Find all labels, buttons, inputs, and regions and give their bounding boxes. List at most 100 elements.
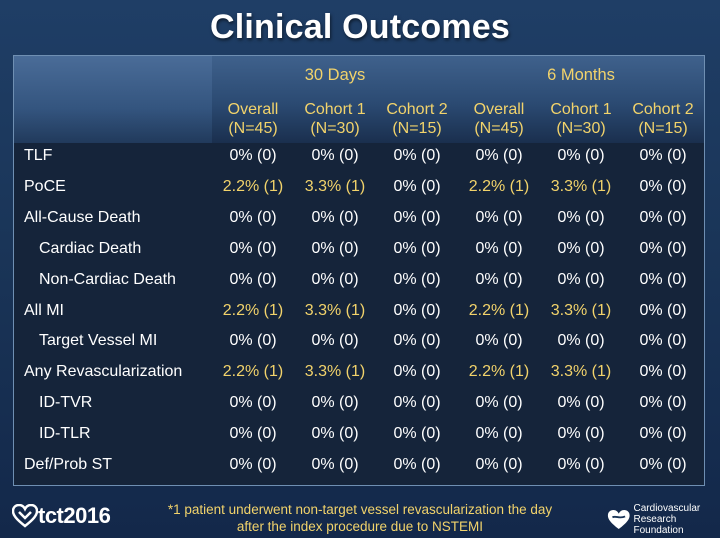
table-cell: 0% (0): [639, 456, 687, 473]
column-header-line-2: (N=15): [638, 120, 688, 137]
column-header-line-2: (N=30): [556, 120, 606, 137]
table-cell: 0% (0): [475, 147, 523, 164]
tct-heart-icon: [12, 504, 38, 528]
tct-logo-text: tct2016: [38, 503, 111, 528]
column-header: Overall (N=45): [212, 100, 294, 138]
table-cell: 3.3% (1): [304, 301, 366, 319]
row-label: ID-TLR: [39, 425, 91, 443]
table-cell: 2.2% (1): [222, 177, 284, 195]
table-row: PoCE 2.2% (1) 3.3% (1) 0% (0) 2.2% (1) 3.3% (…: [14, 175, 704, 206]
table-cell: 0% (0): [393, 363, 441, 381]
table-row: ID-TLR 0% (0) 0% (0) 0% (0) 0% (0) 0% (0) 0% (…: [14, 422, 704, 453]
column-header-line-1: Cohort 1: [304, 101, 366, 118]
table-cell: 0% (0): [639, 363, 687, 381]
table-cell: 0% (0): [229, 270, 277, 288]
outcomes-table: 30 Days 6 Months Overall (N=45) Cohort 1 (N…: [13, 55, 705, 486]
table-cell: 0% (0): [639, 394, 687, 412]
table-cell: 2.2% (1): [222, 363, 284, 381]
row-label: TLF: [24, 147, 53, 164]
table-cell: 2.2% (1): [468, 363, 530, 381]
crf-heart-icon: [607, 509, 630, 529]
table-cell: 0% (0): [639, 301, 687, 319]
row-label: PoCE: [24, 177, 66, 195]
table-cell: 0% (0): [475, 208, 523, 226]
table-cell: 3.3% (1): [304, 363, 366, 381]
table-cell: 0% (0): [557, 332, 605, 350]
table-cell: 0% (0): [557, 239, 605, 257]
page-title: Clinical Outcomes: [209, 8, 511, 46]
footnote: *1 patient underwent non-target vessel r…: [150, 501, 570, 535]
tct-logo: tct2016: [12, 503, 111, 529]
group-header-6-months: 6 Months: [547, 66, 615, 84]
table-cell: 0% (0): [311, 394, 359, 412]
table-cell: 2.2% (1): [468, 301, 530, 319]
table-row: TLF 0% (0) 0% (0) 0% (0) 0% (0) 0% (0) 0% (0): [14, 144, 704, 175]
table-cell: 0% (0): [311, 270, 359, 288]
table-cell: 0% (0): [229, 456, 277, 473]
column-header-line-1: Overall: [473, 101, 525, 118]
table-cell: 0% (0): [475, 425, 523, 443]
table-cell: 0% (0): [475, 239, 523, 257]
group-header-30-days: 30 Days: [304, 66, 366, 84]
footnote-line-2: after the index procedure due to NSTEMI: [236, 519, 484, 534]
table-cell: 0% (0): [393, 177, 441, 195]
table-row: Non-Cardiac Death 0% (0) 0% (0) 0% (0) 0% (0…: [14, 268, 704, 299]
table-cell: 0% (0): [229, 239, 277, 257]
crf-logo-line-2: Research Foundation: [633, 514, 684, 536]
table-cell: 0% (0): [639, 270, 687, 288]
row-label: Non-Cardiac Death: [39, 270, 176, 288]
table-row: Cardiac Death 0% (0) 0% (0) 0% (0) 0% (0) 0% …: [14, 237, 704, 268]
table-cell: 3.3% (1): [550, 363, 612, 381]
column-header-line-1: Cohort 2: [632, 101, 694, 118]
table-cell: 0% (0): [639, 332, 687, 350]
table-cell: 0% (0): [557, 208, 605, 226]
table-cell: 0% (0): [557, 456, 605, 473]
row-label: ID-TVR: [39, 394, 93, 412]
table-cell: 0% (0): [311, 208, 359, 226]
table-cell: 0% (0): [639, 239, 687, 257]
table-cell: 2.2% (1): [222, 301, 284, 319]
column-header-line-2: (N=30): [310, 120, 360, 137]
table-cell: 3.3% (1): [550, 301, 612, 319]
table-cell: 0% (0): [311, 332, 359, 350]
table-cell: 0% (0): [229, 208, 277, 226]
table-cell: 0% (0): [639, 147, 687, 164]
table-cell: 0% (0): [311, 147, 359, 164]
table-cell: 0% (0): [475, 332, 523, 350]
table-cell: 0% (0): [475, 456, 523, 473]
row-label: Cardiac Death: [39, 239, 142, 257]
column-header: Cohort 1 (N=30): [540, 100, 622, 138]
row-label: All MI: [24, 301, 64, 319]
footnote-line-1: *1 patient underwent non-target vessel r…: [167, 502, 553, 517]
table-cell: 0% (0): [311, 425, 359, 443]
table-cell: 0% (0): [393, 301, 441, 319]
table-cell: 0% (0): [639, 208, 687, 226]
table-cell: 0% (0): [639, 425, 687, 443]
table-row: Any Revascularization 2.2% (1) 3.3% (1) 0% …: [14, 360, 704, 391]
table-cell: 0% (0): [229, 147, 277, 164]
table-cell: 0% (0): [639, 177, 687, 195]
table-cell: 0% (0): [557, 147, 605, 164]
row-label: All-Cause Death: [24, 208, 141, 226]
table-cell: 0% (0): [229, 332, 277, 350]
column-header-line-1: Overall: [227, 101, 279, 118]
column-header: Cohort 2 (N=15): [622, 100, 704, 138]
column-header-line-1: Cohort 2: [386, 101, 448, 118]
column-header: Cohort 2 (N=15): [376, 100, 458, 138]
table-cell: 0% (0): [393, 147, 441, 164]
table-cell: 2.2% (1): [468, 177, 530, 195]
table-cell: 0% (0): [393, 425, 441, 443]
table-cell: 0% (0): [311, 456, 359, 473]
crf-logo-text: Cardiovascular Research Foundation: [634, 503, 720, 536]
column-header-line-2: (N=15): [392, 120, 442, 137]
column-header: Overall (N=45): [458, 100, 540, 138]
table-cell: 0% (0): [475, 394, 523, 412]
table-cell: 0% (0): [229, 425, 277, 443]
table-cell: 0% (0): [393, 394, 441, 412]
crf-logo: Cardiovascular Research Foundation: [607, 503, 720, 536]
row-label: Any Revascularization: [24, 363, 183, 381]
table-cell: 0% (0): [229, 394, 277, 412]
table-cell: 0% (0): [393, 456, 441, 473]
table-row: ID-TVR 0% (0) 0% (0) 0% (0) 0% (0) 0% (0) 0% (…: [14, 391, 704, 422]
table-cell: 0% (0): [393, 208, 441, 226]
